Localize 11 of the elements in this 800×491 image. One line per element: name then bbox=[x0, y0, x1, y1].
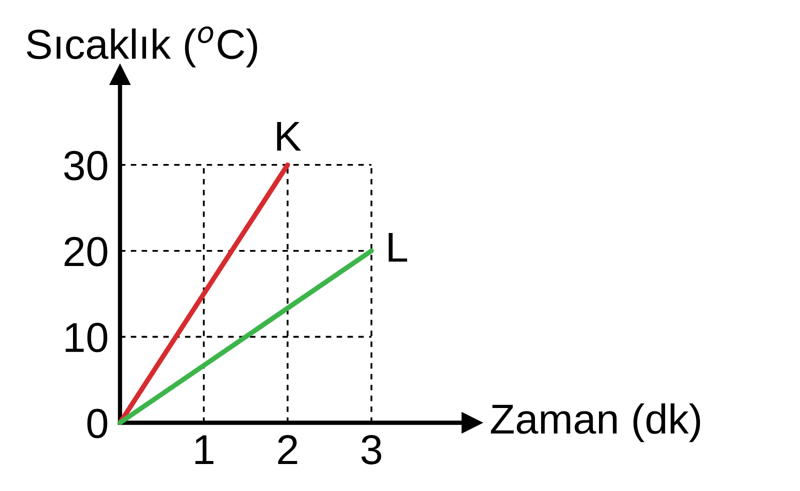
series-label: K bbox=[277, 122, 302, 151]
y-tick-label: 10 bbox=[66, 322, 108, 352]
series-label: L bbox=[388, 232, 408, 262]
y-tick-label: 30 bbox=[64, 150, 108, 180]
x-tick-label: 1 bbox=[195, 435, 214, 464]
y-tick-label: 0 bbox=[87, 408, 108, 438]
x-axis-title: Zaman (dk) bbox=[490, 403, 700, 442]
x-tick-label: 2 bbox=[278, 434, 298, 464]
x-tick-label: 3 bbox=[361, 434, 382, 464]
y-tick-label: 20 bbox=[64, 236, 108, 266]
y-axis-title: Sıcaklık ($^{o}$C) bbox=[26, 26, 258, 68]
